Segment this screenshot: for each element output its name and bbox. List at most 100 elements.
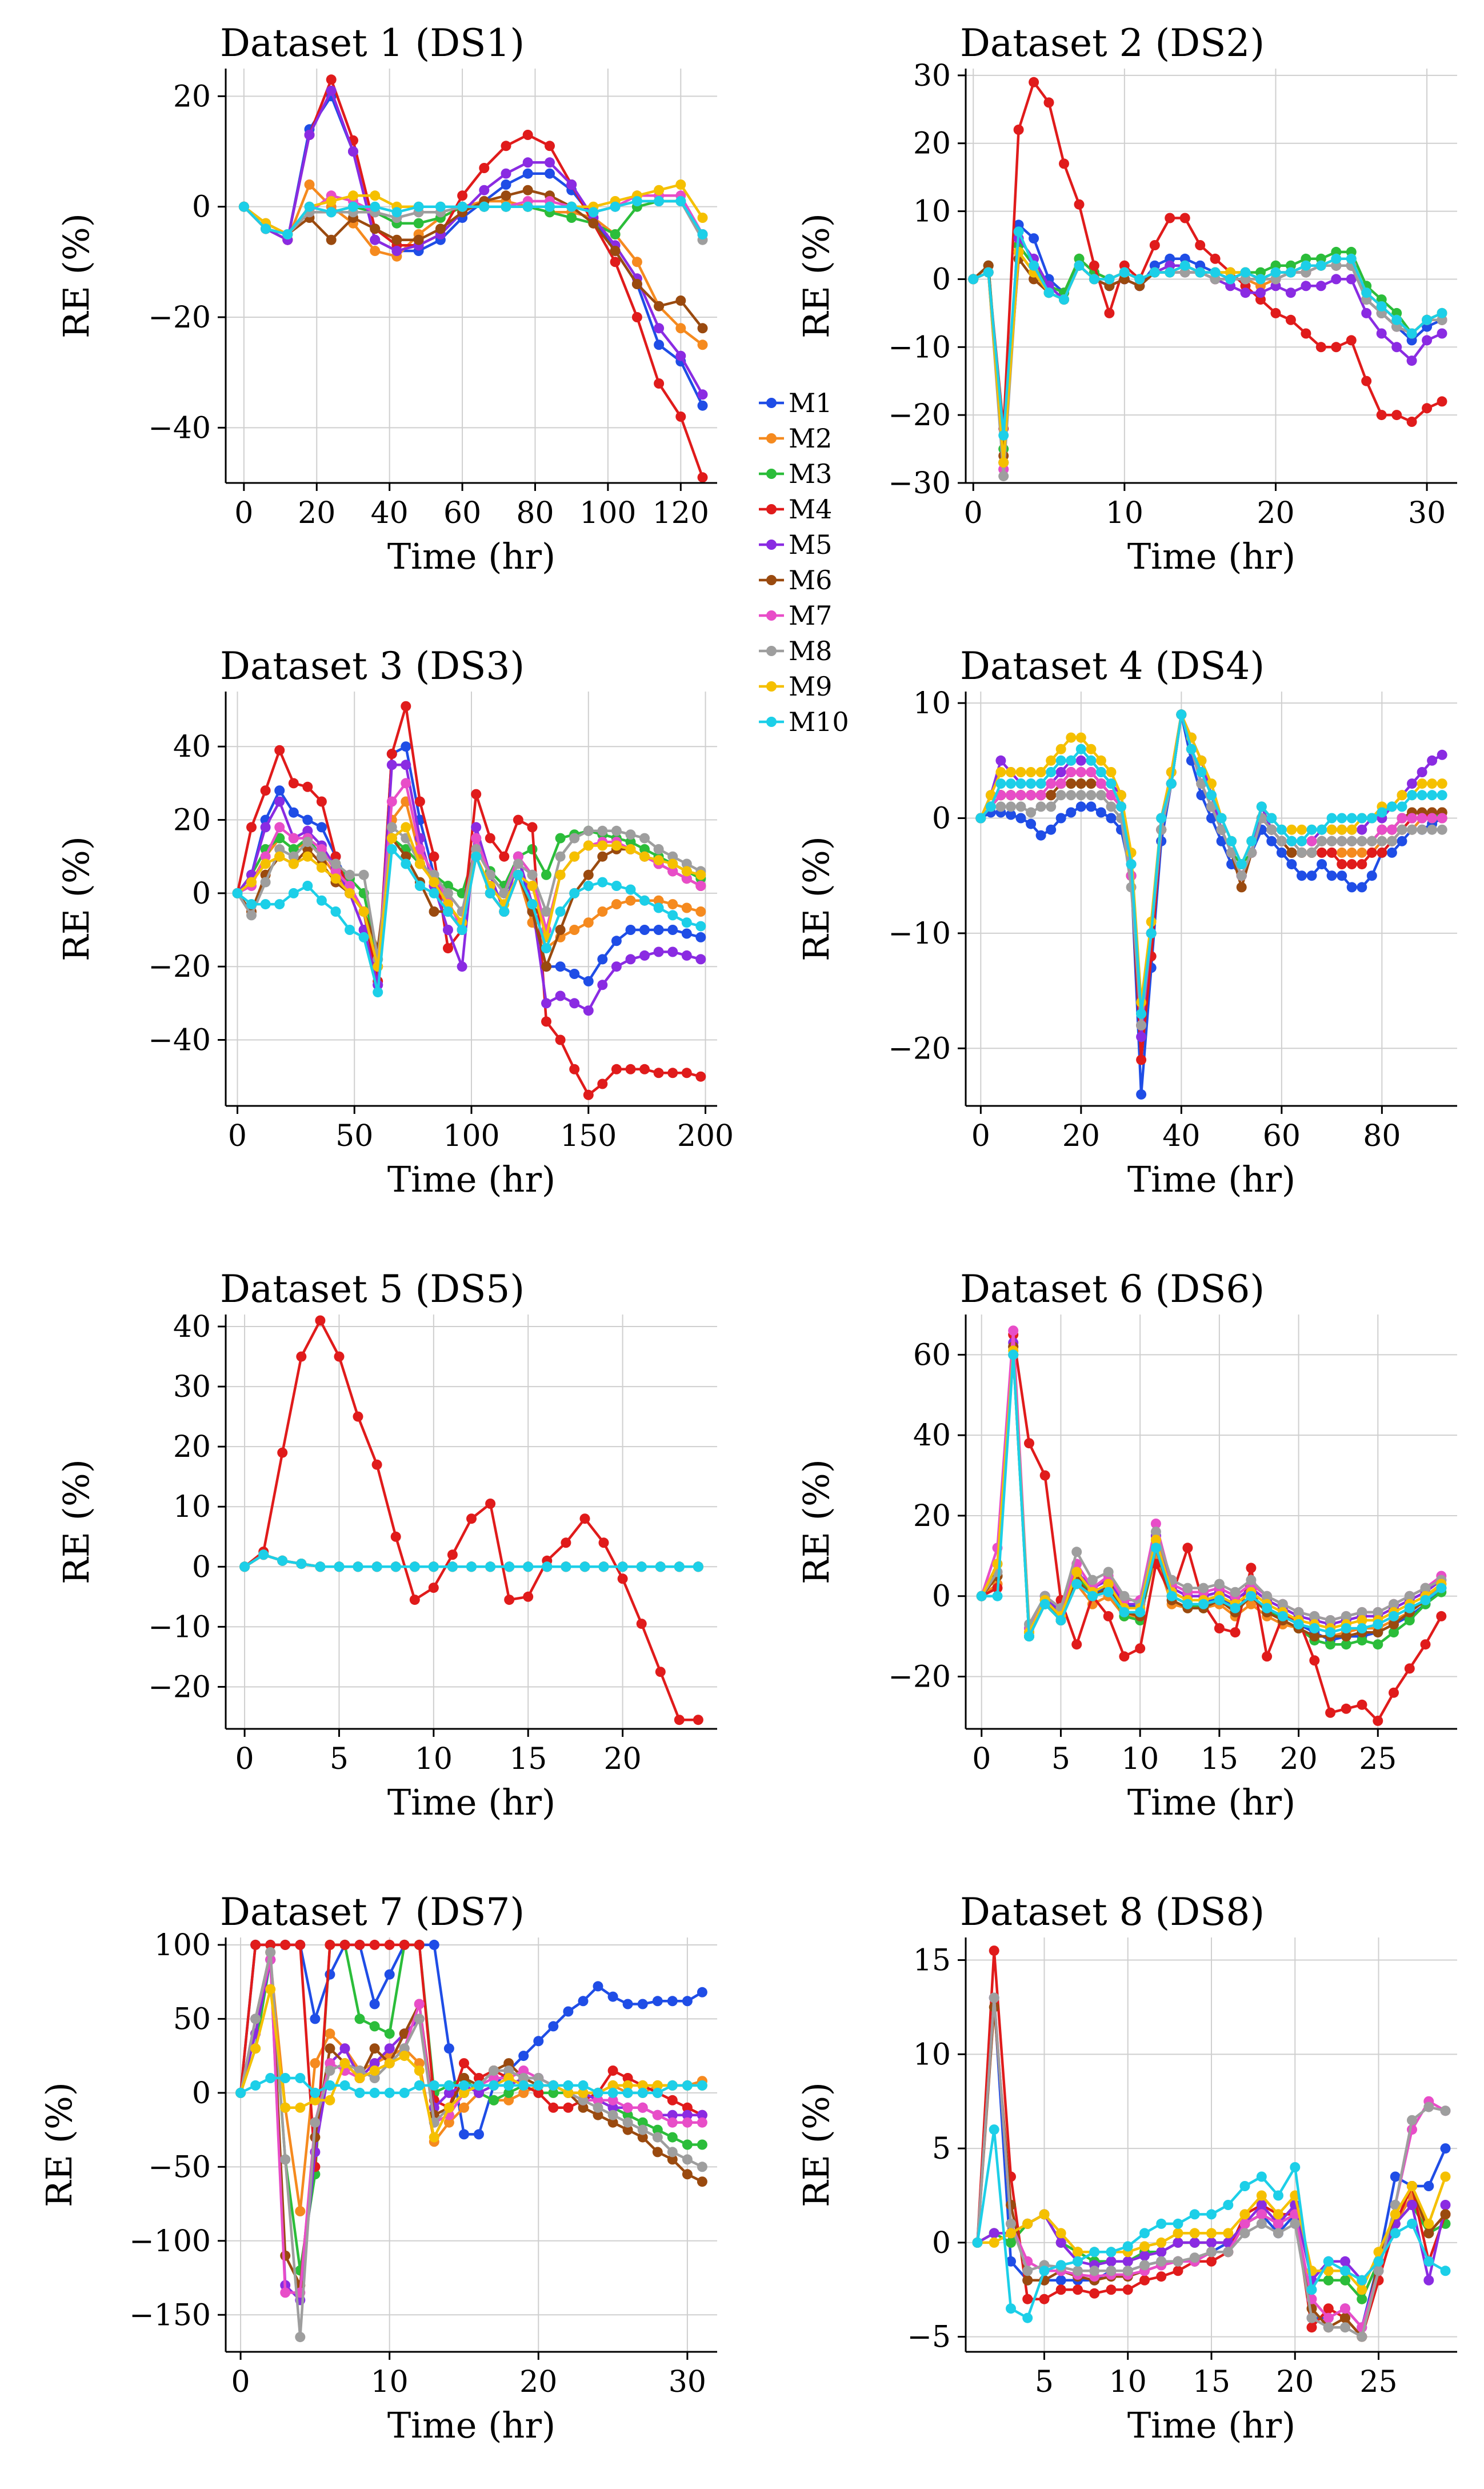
data-point-m1 xyxy=(637,1999,648,2009)
data-point-m6 xyxy=(1389,1619,1399,1629)
data-point-m1 xyxy=(288,807,299,818)
data-point-m10 xyxy=(1226,836,1237,846)
data-point-m5 xyxy=(545,157,555,168)
x-tick-label: 15 xyxy=(1193,2365,1230,2399)
series-line-m4 xyxy=(981,1333,1443,1723)
data-point-m4 xyxy=(339,1939,350,1950)
y-tick-label: 10 xyxy=(913,2037,951,2072)
data-point-m8 xyxy=(302,837,313,848)
data-point-m7 xyxy=(667,2117,678,2128)
data-point-m4 xyxy=(1317,847,1327,858)
data-point-m1 xyxy=(1086,801,1097,812)
data-point-m4 xyxy=(1306,2322,1317,2333)
data-point-m9 xyxy=(443,2102,454,2113)
data-point-m10 xyxy=(1055,2260,1066,2271)
data-point-m4 xyxy=(1315,342,1326,353)
data-point-m10 xyxy=(1309,1623,1320,1633)
data-point-m1 xyxy=(1423,2181,1434,2191)
data-point-m10 xyxy=(566,201,577,212)
data-point-m4 xyxy=(428,1583,439,1593)
data-point-m9 xyxy=(1223,2228,1234,2239)
data-point-m10 xyxy=(1026,778,1037,789)
data-point-m5 xyxy=(1376,328,1387,339)
data-point-m8 xyxy=(414,2013,425,2024)
data-point-m9 xyxy=(1006,767,1016,777)
data-point-m4 xyxy=(697,472,708,483)
data-point-m9 xyxy=(1297,824,1307,835)
data-point-m10 xyxy=(1427,790,1438,801)
data-point-m9 xyxy=(555,869,566,880)
data-point-m10 xyxy=(1198,1599,1209,1609)
data-point-m4 xyxy=(1246,1563,1257,1573)
x-axis-label: Time (hr) xyxy=(1127,1781,1295,1823)
y-axis-label: RE (%) xyxy=(795,2082,837,2207)
data-point-m4 xyxy=(401,701,411,712)
data-point-m2 xyxy=(459,2102,469,2113)
data-point-m4 xyxy=(354,1939,365,1950)
data-point-m8 xyxy=(533,2073,544,2083)
data-point-m8 xyxy=(1273,2228,1283,2239)
data-point-m10 xyxy=(637,2087,648,2098)
data-point-m6 xyxy=(610,246,621,256)
data-point-m8 xyxy=(1377,836,1387,846)
data-point-m4 xyxy=(1182,1543,1193,1553)
data-point-m2 xyxy=(569,925,580,935)
data-point-m9 xyxy=(654,185,665,195)
data-point-m5 xyxy=(597,980,608,990)
data-point-m1 xyxy=(1326,870,1337,881)
data-point-m10 xyxy=(391,207,402,218)
data-point-m9 xyxy=(339,2058,350,2069)
data-point-m10 xyxy=(1087,1591,1098,1601)
data-point-m3 xyxy=(1325,1639,1336,1650)
data-point-m10 xyxy=(310,2087,321,2098)
data-point-m5 xyxy=(348,146,358,157)
data-point-m1 xyxy=(1095,807,1106,818)
data-point-m4 xyxy=(501,141,511,151)
legend-label: M8 xyxy=(789,636,832,666)
data-point-m6 xyxy=(1022,2275,1033,2286)
y-tick-label: 50 xyxy=(173,2002,211,2036)
data-point-m10 xyxy=(636,1561,647,1572)
data-point-m10 xyxy=(457,925,467,935)
data-point-m1 xyxy=(1046,824,1057,835)
data-point-m10 xyxy=(258,1549,269,1560)
data-point-m7 xyxy=(274,822,285,833)
data-point-m7 xyxy=(1377,824,1387,835)
data-point-m4 xyxy=(625,1064,636,1074)
data-point-m7 xyxy=(695,881,706,891)
data-point-m7 xyxy=(1340,2303,1350,2314)
data-point-m3 xyxy=(489,2095,499,2106)
data-point-m9 xyxy=(302,851,313,862)
series-line-m2 xyxy=(243,183,703,346)
data-point-m4 xyxy=(522,130,533,140)
data-point-m6 xyxy=(501,190,511,201)
legend-label: M9 xyxy=(789,671,832,702)
data-point-m10 xyxy=(1210,267,1221,278)
x-tick-label: 100 xyxy=(579,496,636,530)
x-tick-label: 15 xyxy=(1201,1742,1238,1776)
legend-swatch-marker xyxy=(766,540,777,550)
data-point-m7 xyxy=(1008,1325,1019,1336)
x-tick-label: 20 xyxy=(1062,1119,1100,1153)
data-point-m4 xyxy=(1136,1054,1147,1065)
data-point-m5 xyxy=(1189,2237,1200,2248)
x-axis-label: Time (hr) xyxy=(387,536,555,577)
data-point-m4 xyxy=(1406,417,1417,427)
data-point-m1 xyxy=(1006,2256,1016,2267)
data-point-m8 xyxy=(1046,801,1057,812)
data-point-m5 xyxy=(391,246,402,256)
data-point-m10 xyxy=(1035,778,1046,789)
data-point-m2 xyxy=(1246,1599,1257,1609)
data-point-m9 xyxy=(995,767,1006,777)
data-point-m10 xyxy=(1315,260,1326,271)
data-point-m1 xyxy=(652,1996,663,2007)
data-point-m1 xyxy=(1366,870,1377,881)
data-point-m8 xyxy=(485,869,495,880)
y-axis-label: RE (%) xyxy=(38,2082,80,2207)
x-axis-label: Time (hr) xyxy=(1127,536,1295,577)
y-axis-label: RE (%) xyxy=(795,836,837,961)
data-point-m7 xyxy=(1427,813,1438,824)
data-point-m6 xyxy=(1423,2228,1434,2239)
data-point-m6 xyxy=(631,279,642,289)
data-point-m10 xyxy=(265,2073,276,2083)
